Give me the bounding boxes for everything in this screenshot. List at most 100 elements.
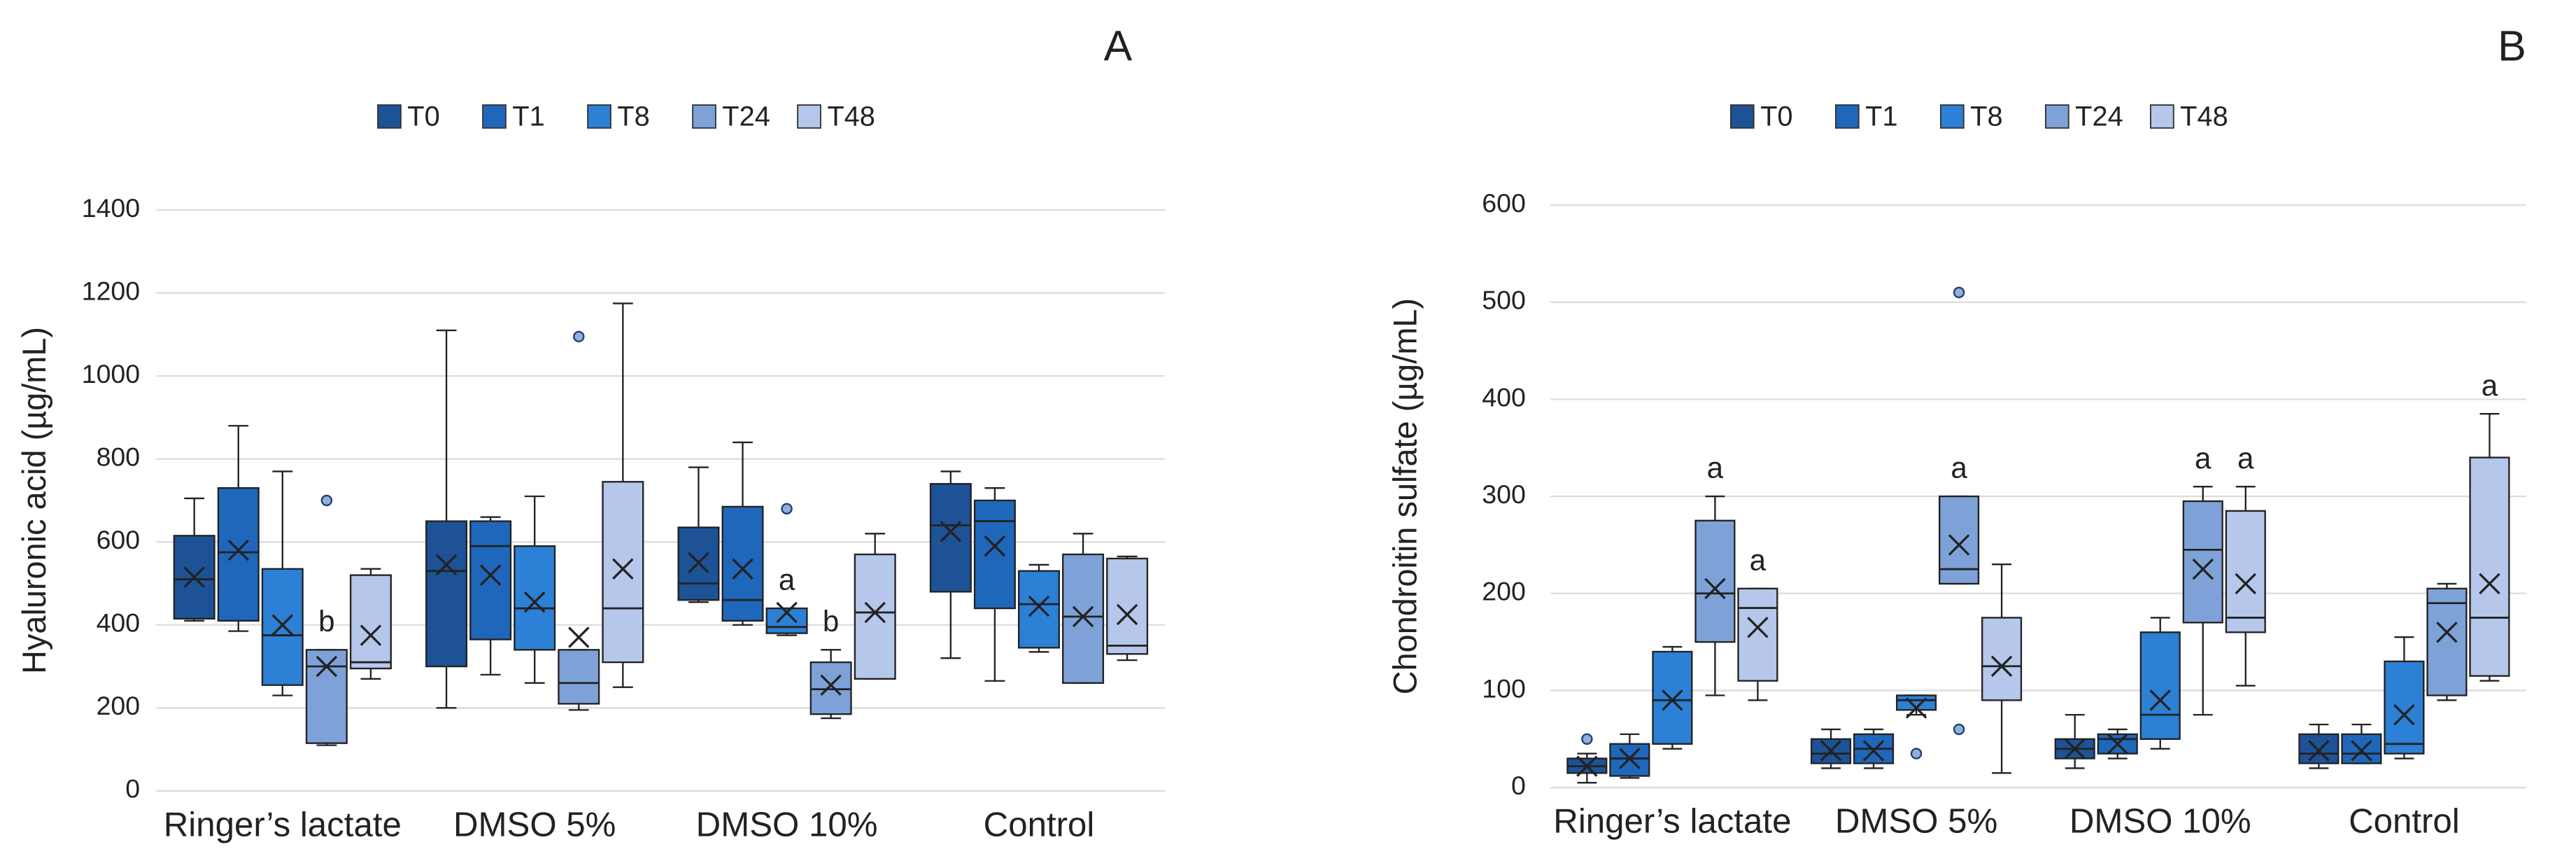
legend-swatch (587, 104, 611, 129)
mean-marker (360, 624, 382, 646)
box (809, 661, 852, 715)
box (469, 520, 512, 640)
mean-marker (2393, 704, 2415, 726)
y-tick-label: 1400 (82, 193, 140, 223)
mean-marker (864, 601, 886, 624)
legend-label: T1 (512, 101, 544, 132)
significance-label: a (2195, 442, 2211, 475)
mean-marker (776, 601, 798, 624)
significance-label: a (1707, 451, 1724, 484)
legend-swatch (797, 104, 821, 129)
box (2298, 733, 2340, 764)
x-tick-label: DMSO 5% (1835, 802, 1997, 841)
legend-label: T8 (1970, 101, 2002, 132)
mean-marker (2064, 738, 2086, 760)
mean-marker (2479, 573, 2500, 595)
legend-label: T0 (407, 101, 439, 132)
y-tick-label: 500 (1482, 286, 1526, 315)
mean-marker (2351, 740, 2372, 762)
panel-label: A (1104, 22, 1133, 69)
box (1017, 570, 1061, 649)
mean-marker (1662, 690, 1683, 711)
mean-marker (1820, 740, 1842, 762)
legend-swatch (1834, 104, 1860, 129)
box (305, 649, 348, 744)
mean-marker (1747, 617, 1769, 638)
mean-marker (984, 535, 1006, 557)
mean-marker (2436, 622, 2458, 643)
mean-marker (1704, 578, 1726, 600)
box (602, 481, 644, 664)
outlier (320, 494, 333, 507)
box (261, 568, 304, 686)
mean-marker (1576, 755, 1598, 777)
mean-marker (940, 521, 962, 542)
x-tick-label: DMSO 10% (2069, 802, 2251, 841)
y-tick-label: 0 (125, 774, 140, 804)
mean-marker (2149, 690, 2171, 711)
box (558, 649, 600, 705)
x-tick-label: Control (984, 805, 1095, 844)
mean-marker (1028, 595, 1050, 617)
legend-label: T24 (2075, 101, 2123, 132)
mean-marker (1948, 534, 1970, 556)
y-tick-label: 300 (1482, 479, 1526, 509)
y-tick-label: 200 (97, 691, 141, 720)
mean-marker (1619, 748, 1641, 769)
y-tick-label: 1200 (82, 276, 140, 305)
y-tick-label: 200 (1482, 577, 1526, 606)
legend-swatch (1729, 104, 1755, 129)
y-tick-label: 800 (97, 442, 141, 472)
legend-label: T0 (1760, 101, 1792, 132)
mean-marker (688, 552, 709, 574)
y-tick-label: 1000 (82, 359, 140, 388)
outlier (1953, 723, 1965, 736)
significance-label: a (2237, 442, 2254, 475)
significance-label: a (779, 564, 795, 596)
mean-marker (1905, 697, 1927, 719)
mean-marker (2192, 558, 2214, 580)
y-tick-label: 100 (1482, 673, 1526, 703)
outlier (1953, 286, 1965, 299)
box (349, 574, 392, 670)
box (1981, 617, 2023, 701)
box (973, 499, 1016, 610)
box (2182, 500, 2223, 624)
legend-swatch (2045, 104, 2069, 129)
box (425, 520, 468, 668)
mean-marker (612, 558, 634, 580)
mean-marker (271, 614, 294, 636)
box (2384, 660, 2425, 755)
mean-marker (1072, 606, 1094, 628)
legend-swatch (692, 104, 716, 129)
x-tick-label: Ringer’s lactate (1553, 802, 1791, 841)
box (2469, 456, 2510, 677)
legend-label: T48 (2180, 101, 2228, 132)
outlier (781, 503, 793, 514)
mean-marker (2107, 733, 2128, 755)
box (217, 486, 260, 622)
box (2426, 587, 2468, 696)
mean-marker (2308, 740, 2330, 762)
box (2225, 510, 2266, 634)
box (1652, 650, 1693, 745)
outlier (573, 330, 585, 343)
box (1062, 553, 1105, 684)
significance-label: a (2482, 369, 2498, 402)
box (514, 545, 556, 651)
mean-marker (479, 564, 502, 586)
box (721, 505, 764, 622)
mean-marker (316, 655, 338, 678)
box (2341, 733, 2382, 764)
box (1694, 519, 1736, 643)
legend-swatch (1939, 104, 1965, 129)
legend-label: T48 (827, 101, 875, 132)
x-tick-label: Control (2349, 802, 2460, 841)
mean-marker (435, 554, 458, 576)
box (1737, 587, 1778, 682)
mean-marker (820, 674, 842, 696)
box (929, 483, 972, 593)
box (1106, 557, 1149, 655)
mean-marker (732, 558, 753, 580)
significance-label: a (1750, 543, 1767, 576)
